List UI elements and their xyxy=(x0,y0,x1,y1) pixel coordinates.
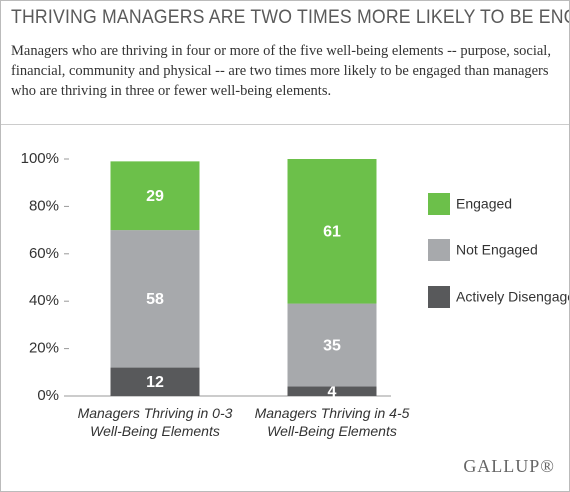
legend-swatch xyxy=(428,286,450,308)
data-label: 4 xyxy=(328,383,337,400)
bar-segment xyxy=(110,161,200,231)
x-tick-label: Managers Thriving in 0-3 Well-Being Elem… xyxy=(77,405,233,439)
bar-segment xyxy=(287,386,377,396)
bar-segment xyxy=(110,367,200,396)
legend-label: Actively Disengaged xyxy=(456,289,569,305)
bar-segment xyxy=(287,159,377,304)
y-tick-label: 100% xyxy=(21,150,59,167)
y-tick-label: 80% xyxy=(29,197,59,214)
y-tick-label: 0% xyxy=(37,387,59,404)
y-tick-label: 40% xyxy=(29,292,59,309)
bar-segment xyxy=(110,230,200,368)
legend-label: Not Engaged xyxy=(456,242,538,258)
legend-label: Engaged xyxy=(456,196,512,212)
y-tick-label: 20% xyxy=(29,340,59,357)
data-label: 35 xyxy=(323,337,341,354)
data-label: 12 xyxy=(146,374,164,391)
legend-swatch xyxy=(428,239,450,261)
data-label: 29 xyxy=(146,188,164,205)
logo: GALLUP® xyxy=(463,456,555,476)
x-tick-label: Managers Thriving in 4-5 Well-Being Elem… xyxy=(254,405,410,439)
bar-segment xyxy=(287,303,377,387)
y-tick-label: 60% xyxy=(29,245,59,262)
data-label: 61 xyxy=(323,224,341,241)
legend-swatch xyxy=(428,193,450,215)
divider xyxy=(1,124,569,125)
chart-title: THRIVING MANAGERS ARE TWO TIMES MORE LIK… xyxy=(11,7,570,28)
chart-subtitle: Managers who are thriving in four or mor… xyxy=(11,43,551,99)
data-label: 58 xyxy=(146,291,164,308)
